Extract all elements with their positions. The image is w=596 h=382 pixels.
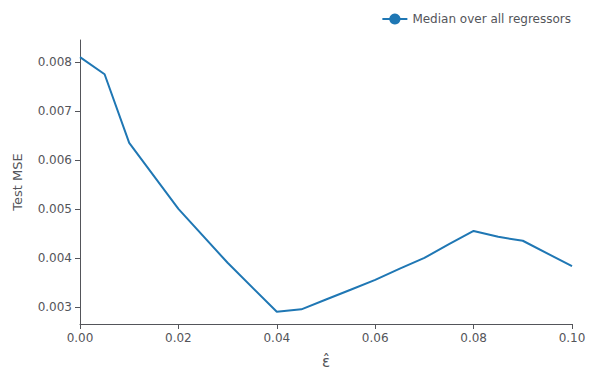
svg-text:Median over all regressors: Median over all regressors: [412, 12, 571, 26]
svg-text:0.04: 0.04: [263, 331, 290, 345]
svg-text:0.007: 0.007: [38, 104, 72, 118]
svg-text:0.02: 0.02: [165, 331, 192, 345]
svg-text:0.006: 0.006: [38, 153, 72, 167]
svg-text:0.10: 0.10: [559, 331, 586, 345]
svg-text:0.08: 0.08: [460, 331, 487, 345]
svg-text:0.00: 0.00: [67, 331, 94, 345]
svg-text:ε̂: ε̂: [322, 353, 330, 371]
svg-text:0.003: 0.003: [38, 300, 72, 314]
svg-text:Test MSE: Test MSE: [10, 153, 25, 211]
svg-text:0.005: 0.005: [38, 202, 72, 216]
svg-text:0.06: 0.06: [362, 331, 389, 345]
svg-text:0.004: 0.004: [38, 251, 72, 265]
svg-text:0.008: 0.008: [38, 55, 72, 69]
